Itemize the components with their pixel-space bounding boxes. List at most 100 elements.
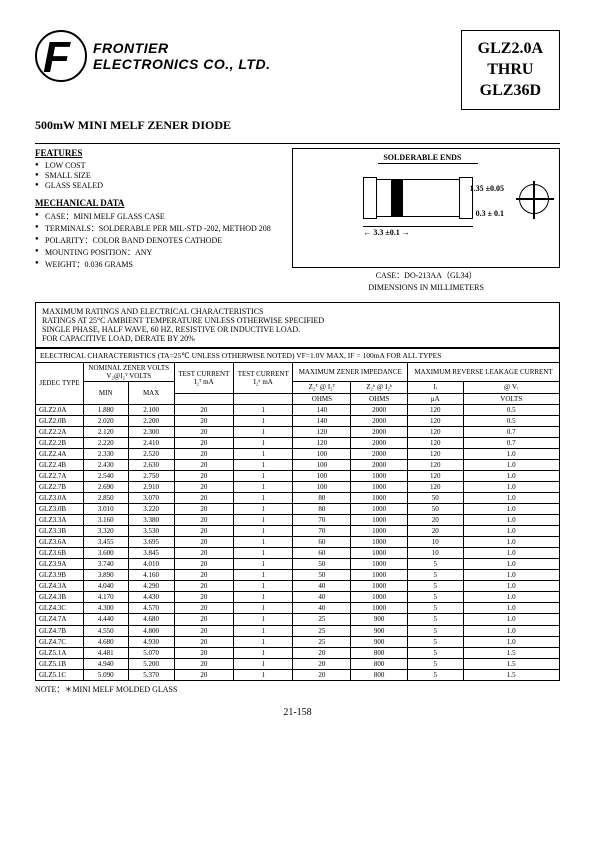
table-cell: 25 xyxy=(293,614,351,625)
company-line2: ELECTRONICS CO., LTD. xyxy=(93,56,270,72)
table-row: GLZ4.7C4.6804.9302012590051.0 xyxy=(36,636,560,647)
col-izt-blank xyxy=(174,393,233,404)
col-izk-blank xyxy=(234,393,293,404)
table-row: GLZ5.1B4.9405.2002012080051.5 xyxy=(36,658,560,669)
table-row: GLZ5.1C5.0905.3702012080051.5 xyxy=(36,669,560,680)
ratings-l2: RATINGS AT 25°C AMBIENT TEMPERATURE UNLE… xyxy=(42,316,553,325)
table-cell: 50 xyxy=(408,492,463,503)
dim-end: 0.3 ± 0.1 xyxy=(476,209,504,218)
table-row: GLZ3.0A2.8503.070201801000501.0 xyxy=(36,492,560,503)
table-cell: 4.010 xyxy=(128,559,174,570)
table-cell: 1 xyxy=(234,515,293,526)
dim-height: 1.35 ±0.05 xyxy=(470,184,504,193)
table-cell: GLZ2.4A xyxy=(36,448,84,459)
table-cell: 2000 xyxy=(351,448,408,459)
table-cell: 20 xyxy=(293,647,351,658)
ratings-l3: SINGLE PHASE, HALF WAVE, 60 HZ, RESISTIV… xyxy=(42,325,553,334)
table-cell: 120 xyxy=(293,437,351,448)
table-cell: 20 xyxy=(408,515,463,526)
table-cell: 2.220 xyxy=(83,437,128,448)
table-cell: 0.7 xyxy=(463,426,559,437)
table-cell: 3.160 xyxy=(83,515,128,526)
list-item: MOUNTING POSITION：ANY xyxy=(35,247,272,258)
table-cell: 1 xyxy=(234,592,293,603)
table-cell: 2.690 xyxy=(83,481,128,492)
table-cell: 1000 xyxy=(351,570,408,581)
col-ir: Iᵣ xyxy=(408,382,463,393)
col-zzk: Z₂ᵏ @ I₂ᵏ xyxy=(351,382,408,393)
table-cell: 25 xyxy=(293,636,351,647)
table-cell: 1 xyxy=(234,404,293,415)
ratings-box: MAXIMUM RATINGS AND ELECTRICAL CHARACTER… xyxy=(35,302,560,348)
table-cell: 1 xyxy=(234,559,293,570)
table-cell: 4.040 xyxy=(83,581,128,592)
table-cell: 20 xyxy=(174,481,233,492)
table-cell: 1.0 xyxy=(463,470,559,481)
table-cell: 3.220 xyxy=(128,504,174,515)
table-cell: 3.600 xyxy=(83,548,128,559)
table-cell: 4.570 xyxy=(128,603,174,614)
device-body-icon xyxy=(363,179,473,217)
table-cell: 100 xyxy=(293,448,351,459)
table-cell: 900 xyxy=(351,636,408,647)
table-cell: 5 xyxy=(408,625,463,636)
company-line1: FRONTIER xyxy=(93,40,270,56)
table-header: JEDEC TYPE NOMINAL ZENER VOLTSV₂@I₂ᵀ VOL… xyxy=(36,363,560,404)
table-cell: 5 xyxy=(408,636,463,647)
table-cell: 4.800 xyxy=(128,625,174,636)
table-cell: 20 xyxy=(174,559,233,570)
table-row: GLZ5.1A4.4815.0702012080051.5 xyxy=(36,647,560,658)
list-item: CASE：MINI MELF GLASS CASE xyxy=(35,211,272,222)
table-cell: 2000 xyxy=(351,404,408,415)
mechanical-list: CASE：MINI MELF GLASS CASETERMINALS：SOLDE… xyxy=(35,211,272,270)
table-row: GLZ4.3B4.1704.43020140100051.0 xyxy=(36,592,560,603)
table-cell: 10 xyxy=(408,548,463,559)
table-cell: 20 xyxy=(174,526,233,537)
table-cell: 4.160 xyxy=(128,570,174,581)
table-cell: 900 xyxy=(351,625,408,636)
table-cell: 2000 xyxy=(351,459,408,470)
table-cell: GLZ3.0A xyxy=(36,492,84,503)
table-cell: 4.481 xyxy=(83,647,128,658)
table-cell: 140 xyxy=(293,404,351,415)
table-cell: 20 xyxy=(408,526,463,537)
table-cell: 25 xyxy=(293,625,351,636)
table-cell: 1.0 xyxy=(463,581,559,592)
cathode-band-icon xyxy=(391,179,403,217)
left-column: FEATURES LOW COSTSMALL SIZEGLASS SEALED … xyxy=(35,148,272,292)
dim-length: ← 3.3 ±0.1 → xyxy=(363,228,409,237)
table-row: GLZ2.4B2.4302.63020110020001201.0 xyxy=(36,459,560,470)
table-cell: 2.750 xyxy=(128,470,174,481)
list-item: WEIGHT：0.036 GRAMS xyxy=(35,259,272,270)
table-cell: 1.0 xyxy=(463,603,559,614)
characteristics-table: JEDEC TYPE NOMINAL ZENER VOLTSV₂@I₂ᵀ VOL… xyxy=(35,362,560,680)
col-impedance: MAXIMUM ZENER IMPEDANCE xyxy=(293,363,408,382)
mechanical-heading: MECHANICAL DATA xyxy=(35,198,272,208)
table-cell: GLZ5.1A xyxy=(36,647,84,658)
col-ohms1: OHMS xyxy=(293,393,351,404)
table-cell: 70 xyxy=(293,526,351,537)
part-line1: GLZ2.0A xyxy=(478,39,543,60)
table-row: GLZ3.6A3.4553.695201601000101.0 xyxy=(36,537,560,548)
table-cell: 1 xyxy=(234,548,293,559)
table-cell: 20 xyxy=(174,548,233,559)
table-caption: ELECTRICAL CHARACTERISTICS (TA=25℃ UNLES… xyxy=(35,348,560,362)
features-list: LOW COSTSMALL SIZEGLASS SEALED xyxy=(35,161,272,190)
table-cell: 1000 xyxy=(351,559,408,570)
polarity-icon xyxy=(519,184,549,214)
table-cell: 1.0 xyxy=(463,614,559,625)
header: F FRONTIER ELECTRONICS CO., LTD. GLZ2.0A… xyxy=(35,30,560,110)
table-cell: GLZ3.6A xyxy=(36,537,84,548)
table-cell: 4.680 xyxy=(83,636,128,647)
table-cell: 1.5 xyxy=(463,647,559,658)
table-cell: 5 xyxy=(408,570,463,581)
table-cell: 4.940 xyxy=(83,658,128,669)
col-nominal: NOMINAL ZENER VOLTSV₂@I₂ᵀ VOLTS xyxy=(83,363,174,382)
table-cell: 20 xyxy=(174,504,233,515)
table-cell: 3.455 xyxy=(83,537,128,548)
table-cell: 20 xyxy=(174,581,233,592)
table-cell: 40 xyxy=(293,603,351,614)
table-cell: 3.740 xyxy=(83,559,128,570)
end-cap-icon xyxy=(363,177,377,219)
ratings-l1: MAXIMUM RATINGS AND ELECTRICAL CHARACTER… xyxy=(42,307,553,316)
